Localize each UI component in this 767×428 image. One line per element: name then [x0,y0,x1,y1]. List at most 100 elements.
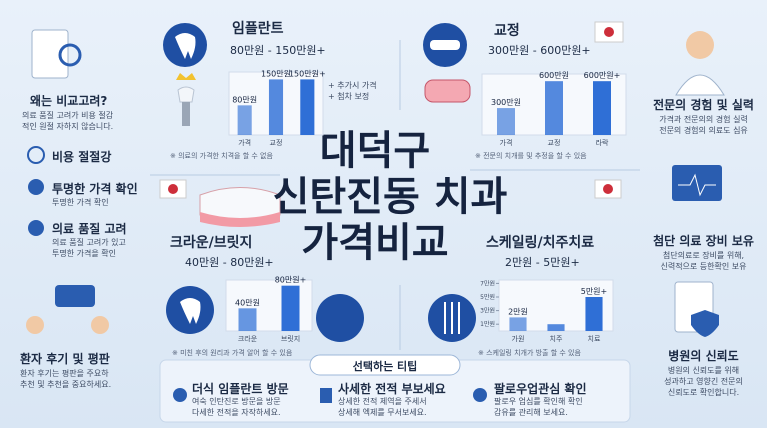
y-tick-label: 5만원 [480,293,495,301]
right-text: 가격과 전문의의 경험 실력 [659,115,748,124]
title-line: 가격비교 [301,220,449,266]
reviews-title: 환자 후기 및 평판 [20,352,110,366]
bar [281,285,300,331]
badge-icon [28,220,44,236]
clean-icon [316,294,364,342]
panel-range: 300만원 - 600만원+ [488,44,591,57]
value-label: 150만원+ [289,69,325,78]
panel-name: 스케일링/치주치료 [486,235,595,251]
tip-text: 상세해 엑제를 무서보세요. [338,408,427,417]
item-title: 투명한 가격 확인 [52,182,138,196]
tooth-shape [180,298,201,324]
tip-title: 팔로우업관심 확인 [494,382,587,396]
bar [509,317,527,331]
reviews-text: 추천 및 추천을 중요하세요. [20,380,112,389]
x-tick-label: 가격 [238,138,251,147]
right-text: 신뢰도로 확인합니다. [667,388,740,397]
why-text: 의료 품질 고려가 비용 절감 [22,111,114,120]
tooth-shape [175,33,196,59]
value-label: 600만원 [539,71,569,80]
x-tick-label: 브릿지 [281,334,300,343]
right-title: 병원의 신뢰도 [668,349,739,363]
bar [547,324,565,331]
bar [585,297,603,331]
tip-title: 사세한 전적 부보세요 [338,382,446,396]
value-label: 600만원+ [584,71,621,80]
panel-name: 교정 [494,23,520,39]
doc-icon [320,388,332,403]
title-line: 대덕구 [319,128,431,174]
panel-footnote: ※ 전문의 치개를 및 추정을 할 수 있음 [475,152,587,160]
value-label: 80만원 [232,95,257,104]
panel-range: 40만원 - 80만원+ [185,256,274,269]
right-text: 전문의 경험의 의료도 심유 [659,126,748,135]
tip-text: 감유를 관리해 보세요. [494,408,568,417]
pin-icon [173,388,187,402]
panel-name: 임플란트 [232,21,284,37]
right-title: 첨단 의료 장비 보유 [653,234,754,248]
value-label: 80만원+ [275,276,307,285]
value-label: 150만원 [261,69,291,78]
tips-heading: 선택하는 티팁 [352,360,418,373]
bar [268,79,284,135]
shield-icon [674,281,719,337]
title-line: 신탄진동 치과 [272,174,508,220]
braces-shape [430,40,460,50]
value-label: 40만원 [235,298,260,307]
flag [159,179,187,199]
value-label: 300만원 [491,98,521,107]
panel-footnote: ※ 스케일링 치개가 방출 할 수 있음 [478,349,581,357]
right-title: 전문의 경험 및 실력 [653,98,754,112]
x-tick-label: 크라운 [238,334,258,343]
x-tick-label: 교정 [548,138,561,147]
bar [545,81,563,135]
reviews-text: 환자 후기는 평판을 주요하 [20,369,109,378]
y-tick-label: 7만원 [480,279,495,287]
gum-icon [200,212,280,227]
panel-note: + 첨차 보정 [328,92,370,101]
x-tick-label: 라락 [596,138,609,147]
tip-text: 상세한 전적 제역을 주세서 [338,397,427,406]
crown-icon [176,73,196,80]
retainer-icon [424,79,471,103]
flag [594,21,624,43]
monitor-icon [672,165,722,201]
checklist-icon [31,29,82,79]
right-text: 성과하고 영향긴 전문의 [664,377,743,386]
item-text: 의료 품질 고려가 있고 [52,238,126,247]
implant-icon [177,86,195,103]
tips-banner [309,354,461,376]
panel-range: 2만원 - 5만원+ [505,256,580,269]
x-tick-label: 가원 [512,334,525,343]
right-text: 병원의 신뢰도를 위해 [667,366,740,375]
bar [300,79,315,135]
right-text: 신력적으로 등한확인 보유 [660,262,747,271]
review-icon [26,285,109,334]
tip-title: 더식 임플란트 방문 [192,382,289,396]
panel-footnote: ※ 미친 후의 원리과 가격 알어 할 수 있음 [172,349,293,357]
panel-range: 80만원 - 150만원+ [230,44,326,57]
right-text: 첨단의료로 장비를 위해, [662,251,745,260]
bar [238,308,257,331]
why-title: 왜는 비교고려? [30,94,108,108]
phone-icon [473,388,487,402]
item-text: 투명한 가격 확인 [52,198,109,207]
item-title: 비용 절절강 [52,150,112,164]
bar [237,105,252,135]
x-tick-label: 치주 [550,334,563,343]
tip-text: 팔로우 업심를 확인해 확인 [494,397,583,406]
check-icon [28,179,44,195]
x-tick-label: 교정 [270,138,283,147]
why-text: 적인 원절 자하지 않습니다. [22,122,114,131]
panel-footnote: ※ 의료의 가격한 치격을 할 수 없음 [170,152,273,160]
item-title: 의료 품질 고려 [52,222,127,236]
bar [593,81,611,135]
tip-text: 다세한 전적을 자작하세요. [192,408,281,417]
implant-screw [182,102,190,126]
